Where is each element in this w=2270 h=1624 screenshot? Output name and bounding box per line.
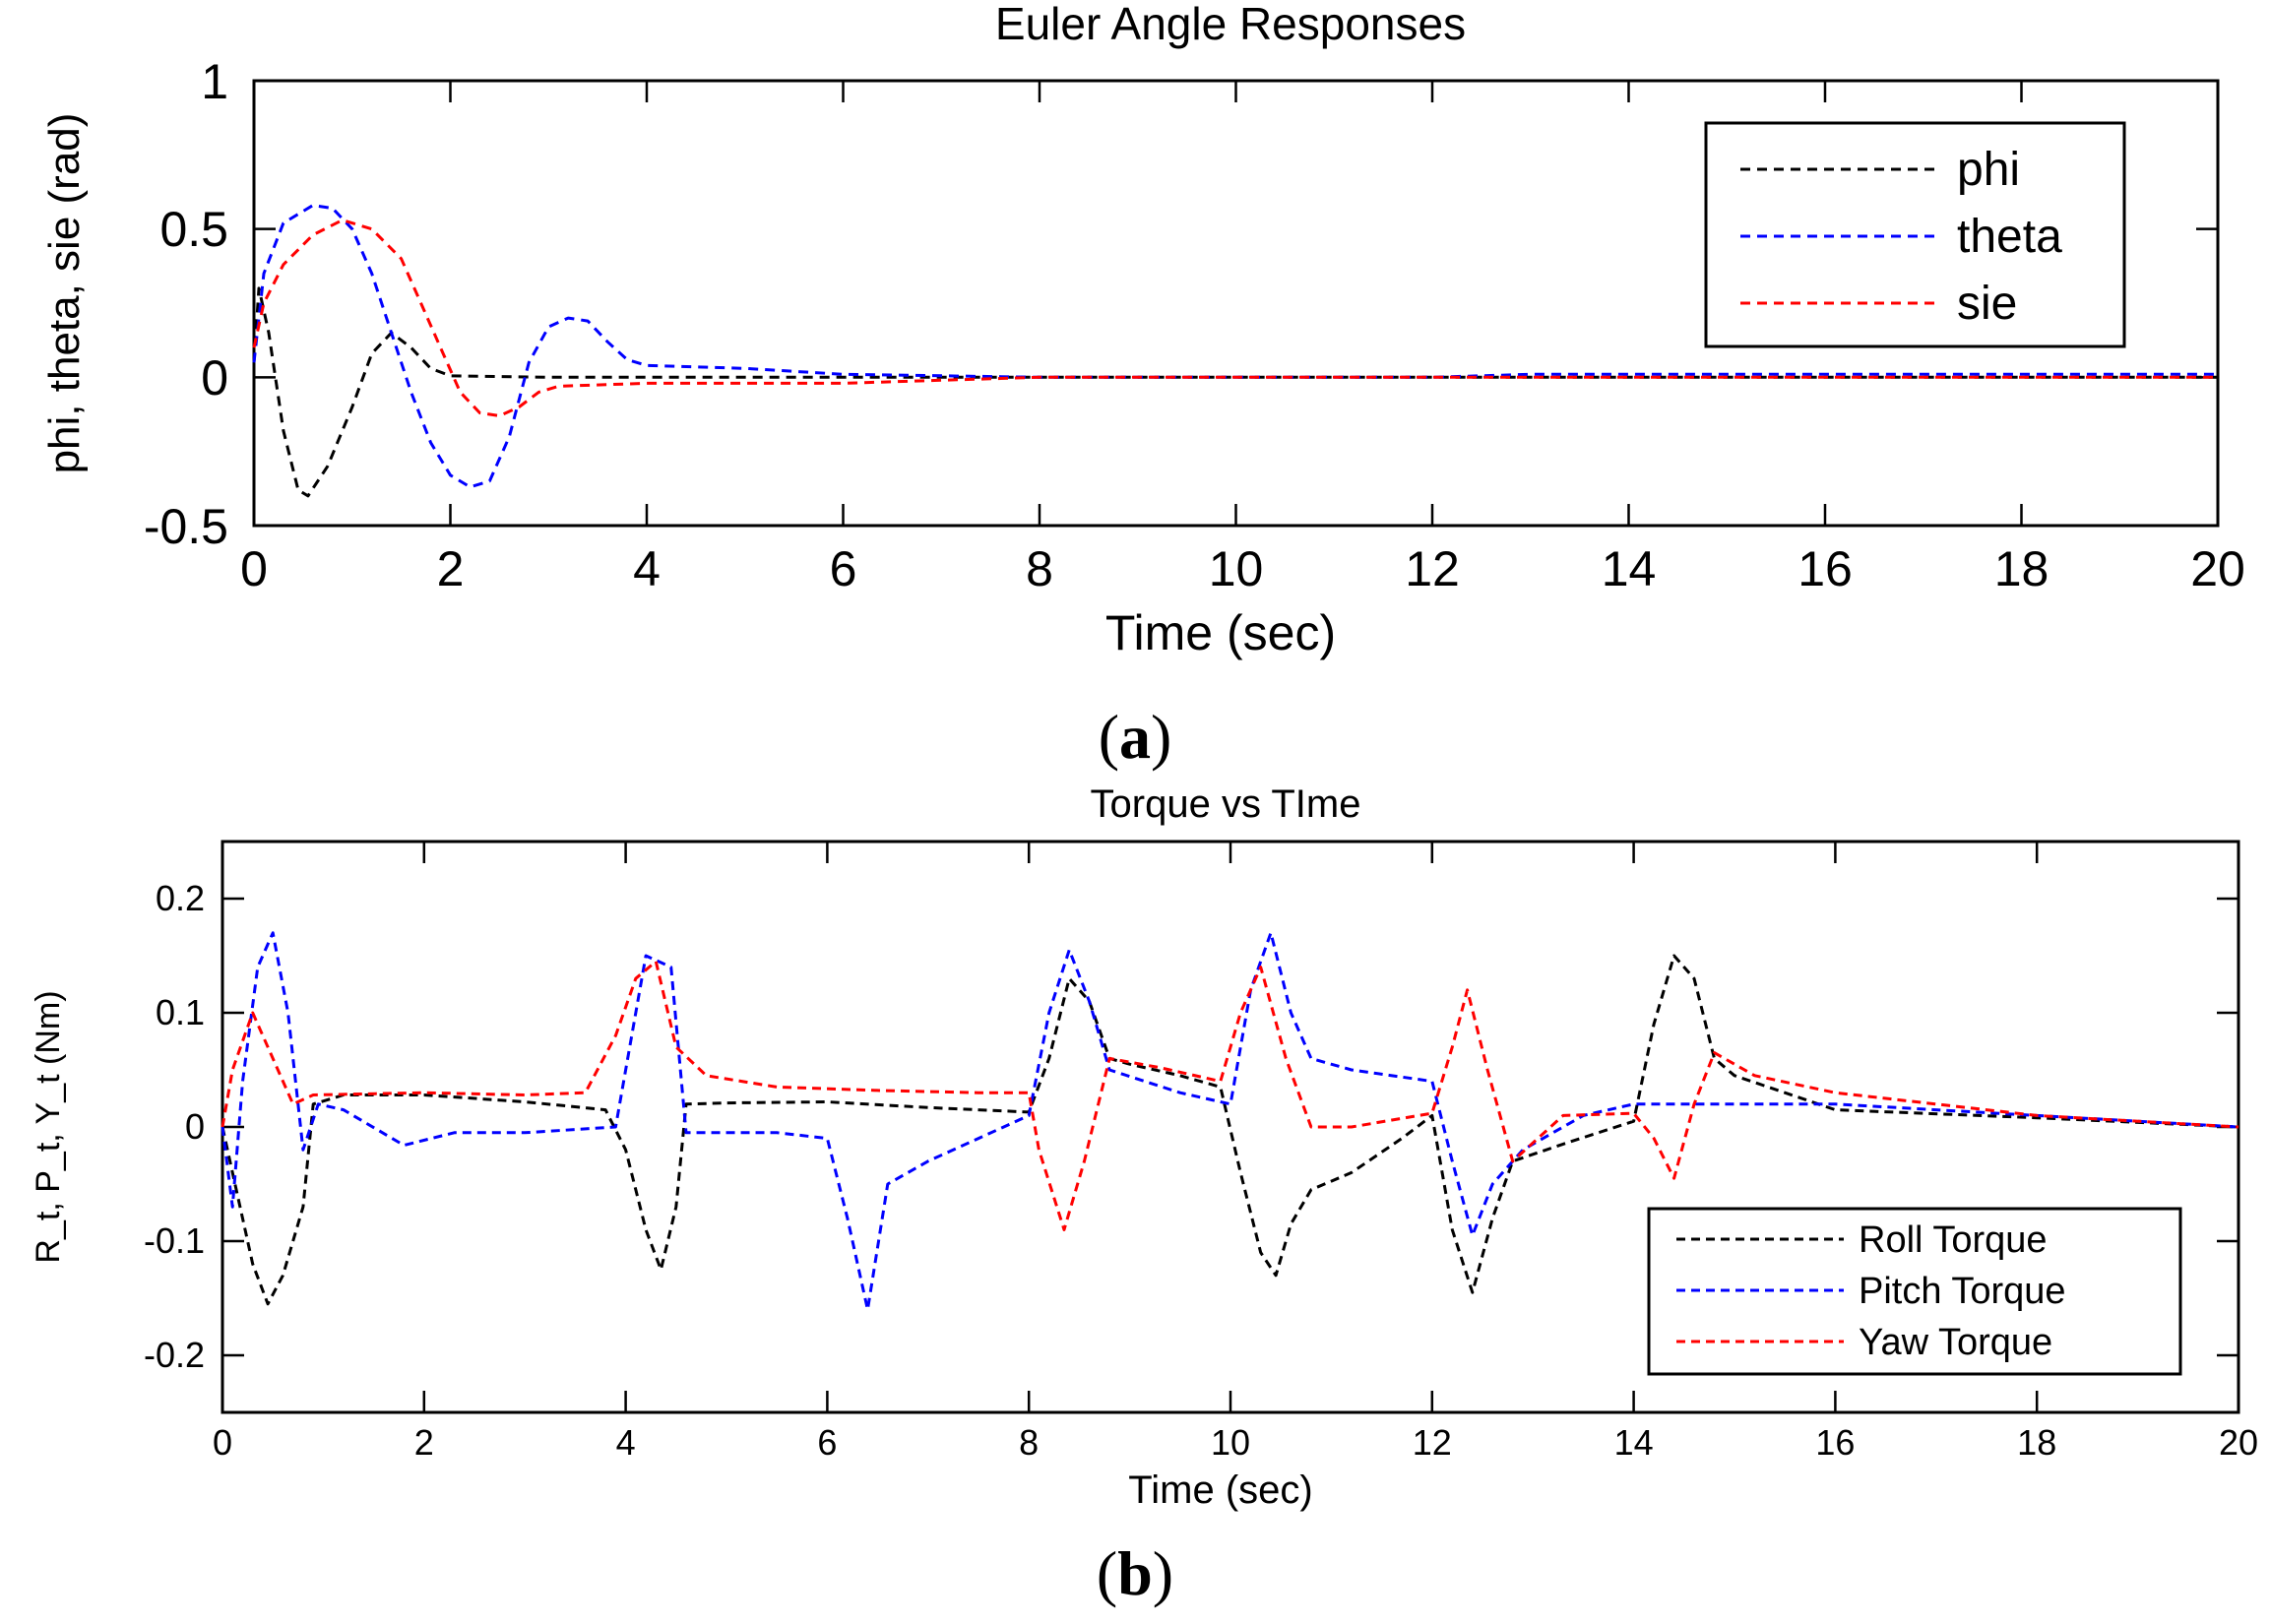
chart-a-ylabel: phi, theta, sie (rad): [40, 113, 89, 474]
chart-a-series-sie: [252, 219, 2218, 417]
legend-label-sie: sie: [1957, 278, 2017, 330]
chart-a-title: Euler Angle Responses: [995, 0, 1466, 49]
chart-a-xtick-label: 14: [1602, 541, 1657, 596]
chart-b-xtick-label: 12: [1413, 1422, 1452, 1463]
chart-b-title: Torque vs TIme: [1091, 782, 1361, 826]
chart-b-legend: Roll Torque Pitch Torque Yaw Torque: [1647, 1207, 2182, 1376]
chart-a-xtick-label: 6: [830, 541, 857, 596]
chart-a-series: [252, 204, 2218, 498]
chart-a-ytick-label: 1: [201, 54, 228, 109]
chart-a-xtick-label: 10: [1209, 541, 1264, 596]
chart-b-xtick-label: 10: [1211, 1422, 1250, 1463]
chart-a-xtick-label: 8: [1026, 541, 1053, 596]
chart-a-xtick-label: 4: [633, 541, 661, 596]
legend-label-yaw-torque: Yaw Torque: [1859, 1322, 2052, 1363]
legend-label-pitch-torque: Pitch Torque: [1859, 1271, 2066, 1312]
chart-b-ytick-label: -0.1: [144, 1220, 205, 1261]
legend-label-roll-torque: Roll Torque: [1859, 1219, 2048, 1261]
chart-b-ylabel: R_t, P_t, Y_t (Nm): [30, 990, 67, 1263]
chart-b-xlabel: Time (sec): [1128, 1468, 1312, 1512]
chart-b-xtick-label: 14: [1614, 1422, 1654, 1463]
chart-b-series-yaw-torque: [221, 960, 2239, 1231]
chart-b-ytick-label: 0.1: [156, 992, 205, 1032]
chart-a-ytick-label: 0.5: [159, 202, 228, 257]
chart-b-x-ticks: 0 2 4 6 8 10 12 14 16 18 20: [213, 1422, 2258, 1463]
chart-b-xtick-label: 20: [2219, 1422, 2258, 1463]
legend-label-theta: theta: [1957, 211, 2062, 263]
chart-b-series-pitch-torque: [221, 931, 2239, 1312]
chart-a-y-ticks: -0.5 0 0.5 1: [144, 54, 228, 554]
chart-a-ytick-label: 0: [201, 350, 228, 406]
chart-b-xtick-label: 2: [414, 1422, 434, 1463]
chart-b-xtick-label: 0: [213, 1422, 232, 1463]
chart-b-xtick-label: 8: [1019, 1422, 1039, 1463]
panel-a: Euler Angle Responses -0.5 0 0.5 1 0 2 4…: [40, 0, 2245, 772]
chart-b-xtick-label: 4: [616, 1422, 636, 1463]
caption-b: (b): [1097, 1538, 1173, 1608]
chart-a-xtick-label: 20: [2190, 541, 2245, 596]
chart-a-xtick-label: 2: [437, 541, 465, 596]
chart-a-series-theta: [252, 204, 2218, 489]
chart-a-legend: phi theta sie: [1704, 121, 2126, 348]
chart-b-ytick-label: 0: [185, 1106, 205, 1147]
caption-a: (a): [1099, 702, 1172, 772]
chart-a-tick-marks: [252, 79, 2220, 528]
chart-a-x-ticks: 0 2 4 6 8 10 12 14 16 18 20: [240, 541, 2245, 596]
chart-a-xtick-label: 18: [1994, 541, 2049, 596]
chart-b-xtick-label: 16: [1815, 1422, 1855, 1463]
chart-b-series: [221, 931, 2239, 1312]
chart-b-y-ticks: -0.2 -0.1 0 0.1 0.2: [144, 878, 205, 1375]
chart-b-series-roll-torque: [221, 954, 2239, 1306]
panel-b: Torque vs TIme -0.2 -0.1 0 0.1 0.2 0 2 4…: [30, 782, 2258, 1608]
chart-a-xtick-label: 12: [1405, 541, 1460, 596]
chart-a-series-phi: [252, 286, 2218, 498]
chart-b-ytick-label: -0.2: [144, 1335, 205, 1375]
legend-label-phi: phi: [1957, 144, 2020, 196]
chart-a-xtick-label: 0: [240, 541, 268, 596]
chart-a-xlabel: Time (sec): [1105, 605, 1336, 660]
chart-b-xtick-label: 6: [817, 1422, 837, 1463]
chart-a-ytick-label: -0.5: [144, 499, 228, 554]
chart-b-xtick-label: 18: [2017, 1422, 2056, 1463]
chart-a-xtick-label: 16: [1797, 541, 1853, 596]
chart-b-ytick-label: 0.2: [156, 878, 205, 918]
